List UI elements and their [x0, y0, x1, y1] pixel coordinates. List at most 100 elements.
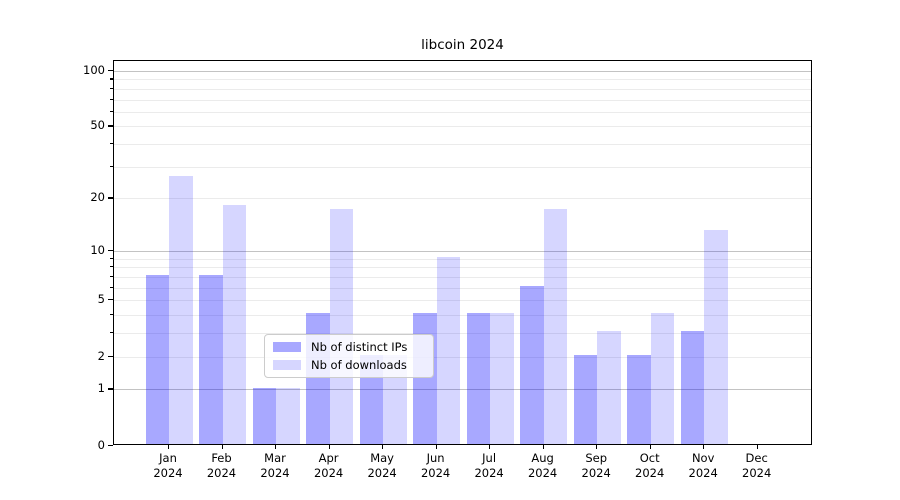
gridline-70: [114, 99, 811, 101]
gridline-5: [114, 300, 811, 302]
y-minor-tick-7: [110, 275, 113, 277]
x-tick-label-aug: Aug 2024: [527, 451, 558, 480]
x-tick-mark-oct: [649, 445, 651, 449]
bar-downloads-apr: [329, 209, 354, 444]
gridline-80: [114, 88, 811, 90]
x-tick-label-nov: Nov 2024: [688, 451, 718, 480]
x-tick-mark-mar: [275, 445, 277, 449]
legend-swatch-downloads: [273, 359, 301, 370]
y-tick-mark-2: [108, 355, 113, 357]
bar-ips-feb: [199, 275, 223, 444]
bar-ips-jun: [413, 313, 437, 444]
x-tick-label-jun: Jun 2024: [420, 451, 451, 480]
x-tick-label-apr: Apr 2024: [313, 451, 344, 480]
legend-label-downloads: Nb of downloads: [311, 357, 407, 372]
bar-ips-apr: [306, 313, 330, 444]
y-minor-tick-9: [110, 257, 113, 259]
x-tick-mark-jan: [168, 445, 170, 449]
x-tick-label-jul: Jul 2024: [474, 451, 504, 480]
x-tick-label-may: May 2024: [367, 451, 397, 480]
x-tick-mark-may: [382, 445, 384, 449]
y-minor-tick-80: [110, 87, 113, 89]
bar-downloads-jan: [169, 176, 193, 444]
y-tick-label-100: 100: [83, 62, 105, 77]
bar-downloads-aug: [543, 209, 568, 444]
bar-ips-jan: [145, 275, 169, 444]
gridline-7: [114, 276, 811, 278]
gridline-9: [114, 258, 811, 260]
bar-ips-nov: [680, 331, 705, 444]
gridline-100: [114, 70, 811, 72]
y-minor-tick-90: [110, 78, 113, 80]
bar-downloads-jul: [490, 313, 514, 444]
gridline-20: [114, 198, 811, 200]
gridline-6: [114, 287, 811, 289]
legend: Nb of distinct IPs Nb of downloads: [264, 334, 434, 378]
bar-downloads-sep: [597, 331, 621, 444]
legend-swatch-distinct-ips: [273, 342, 301, 353]
bar-ips-mar: [252, 387, 276, 444]
y-tick-label-0: 0: [97, 437, 105, 452]
bar-ips-oct: [627, 354, 651, 444]
bar-downloads-mar: [276, 387, 300, 444]
gridline-2: [114, 356, 811, 358]
x-tick-mark-dec: [756, 445, 758, 449]
y-tick-label-50: 50: [90, 118, 105, 133]
y-tick-mark-20: [108, 197, 113, 199]
x-tick-mark-aug: [542, 445, 544, 449]
bar-ips-sep: [573, 354, 598, 444]
y-minor-tick-30: [110, 165, 113, 167]
y-minor-tick-70: [110, 98, 113, 100]
legend-label-distinct-ips: Nb of distinct IPs: [311, 340, 408, 355]
x-tick-mark-sep: [596, 445, 598, 449]
gridline-10: [114, 251, 811, 252]
y-tick-label-5: 5: [97, 292, 105, 307]
y-tick-label-10: 10: [90, 243, 105, 257]
gridline-1: [114, 389, 811, 391]
y-tick-mark-1: [108, 388, 113, 390]
y-tick-mark-50: [108, 125, 113, 127]
legend-item-distinct-ips: Nb of distinct IPs: [273, 340, 425, 354]
x-tick-label-oct: Oct 2024: [635, 451, 665, 480]
legend-item-downloads: Nb of downloads: [273, 358, 425, 372]
plot-area: [113, 60, 812, 445]
x-tick-mark-feb: [221, 445, 223, 449]
x-tick-label-feb: Feb 2024: [206, 451, 237, 480]
y-minor-tick-6: [110, 286, 113, 288]
x-tick-label-mar: Mar 2024: [260, 451, 290, 480]
y-tick-label-20: 20: [90, 190, 105, 205]
bar-ips-aug: [520, 286, 544, 444]
y-minor-tick-60: [110, 110, 113, 112]
y-tick-mark-10: [108, 250, 113, 252]
x-tick-mark-nov: [703, 445, 705, 449]
y-minor-tick-3: [110, 332, 113, 334]
y-minor-tick-4: [110, 314, 113, 316]
y-minor-tick-40: [110, 143, 113, 145]
gridline-40: [114, 144, 811, 146]
chart-title: libcoin 2024: [421, 37, 504, 53]
x-tick-mark-apr: [328, 445, 330, 449]
y-tick-label-2: 2: [97, 348, 105, 363]
gridline-4: [114, 315, 811, 316]
gridline-90: [114, 79, 811, 81]
bar-downloads-oct: [650, 313, 675, 444]
x-tick-label-jan: Jan 2024: [153, 451, 183, 480]
gridline-30: [114, 166, 811, 168]
gridline-50: [114, 126, 811, 128]
y-tick-mark-0: [108, 444, 113, 446]
y-tick-label-1: 1: [97, 381, 105, 396]
y-tick-mark-5: [108, 299, 113, 301]
gridline-8: [114, 267, 811, 269]
y-minor-tick-8: [110, 266, 113, 268]
y-tick-mark-100: [108, 69, 113, 72]
gridline-60: [114, 111, 811, 113]
bar-ips-jul: [466, 313, 491, 444]
bar-downloads-nov: [704, 229, 728, 444]
x-tick-mark-jun: [435, 445, 437, 449]
x-tick-label-dec: Dec 2024: [742, 451, 772, 480]
gridline-3: [114, 333, 811, 335]
bar-downloads-jun: [436, 257, 461, 444]
bar-downloads-feb: [222, 204, 246, 444]
x-tick-mark-jul: [489, 445, 491, 449]
